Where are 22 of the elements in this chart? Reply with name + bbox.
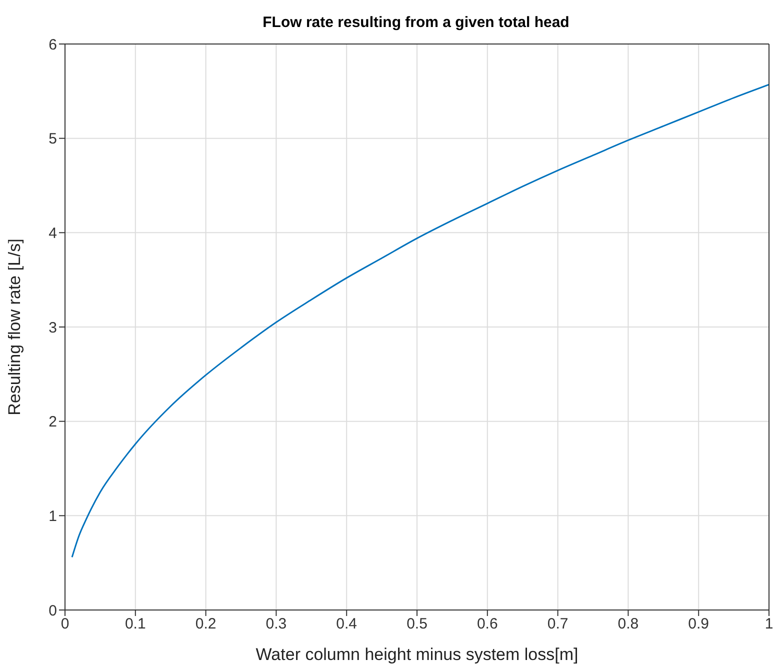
x-tick-label: 0.2 bbox=[195, 616, 216, 633]
y-tick-label: 6 bbox=[48, 36, 57, 54]
x-tick-label: 0 bbox=[60, 616, 70, 633]
x-axis-title: Water column height minus system loss[m] bbox=[256, 645, 578, 664]
x-tick-label: 0.3 bbox=[266, 616, 287, 633]
y-axis-title: Resulting flow rate [L/s] bbox=[5, 238, 24, 416]
x-tick-label: 0.6 bbox=[476, 616, 498, 633]
line-series bbox=[71, 84, 769, 558]
chart-title: FLow rate resulting from a given total head bbox=[262, 13, 570, 33]
x-tick-label: 1 bbox=[764, 616, 774, 633]
x-tick-label: 0.5 bbox=[406, 616, 428, 633]
x-tick-label: 0.8 bbox=[618, 616, 639, 633]
x-tick-label: 0.9 bbox=[688, 616, 710, 633]
y-tick-label: 0 bbox=[48, 602, 57, 620]
y-tick-label: 1 bbox=[48, 508, 57, 525]
y-tick-label: 4 bbox=[48, 224, 57, 242]
x-tick-label: 0.7 bbox=[547, 616, 568, 633]
y-tick-label: 3 bbox=[48, 319, 57, 336]
x-tick-label: 0.1 bbox=[124, 616, 146, 633]
y-tick-label: 5 bbox=[48, 130, 57, 148]
y-tick-label: 2 bbox=[48, 414, 57, 431]
x-tick-label: 0.4 bbox=[336, 616, 358, 633]
